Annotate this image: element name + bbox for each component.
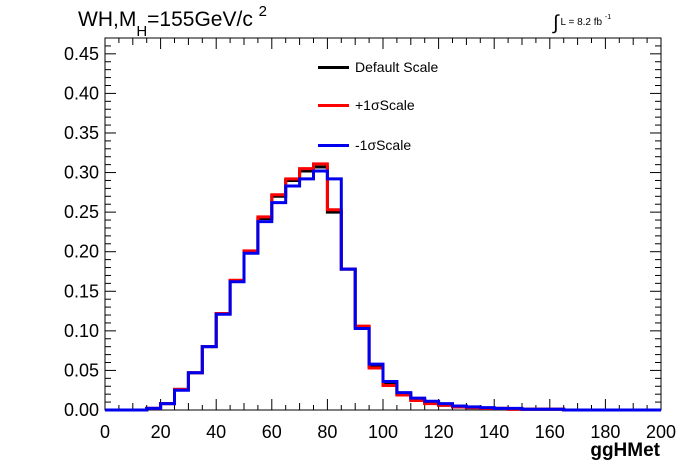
x-tick-label: 40: [206, 422, 226, 442]
histogram-series-minus-1sigma: [105, 169, 661, 412]
luminosity-exponent: -1: [604, 14, 612, 21]
x-tick-label: 160: [535, 422, 565, 442]
legend-line-plus: [318, 103, 349, 107]
x-tick-label: 60: [262, 422, 282, 442]
y-tick-label: 0.40: [64, 83, 99, 103]
x-tick-label: 180: [590, 422, 620, 442]
x-tick-label: 120: [424, 422, 454, 442]
legend-line-minus: [318, 143, 349, 147]
y-tick-label: 0.25: [64, 202, 99, 222]
x-tick-label: 140: [479, 422, 509, 442]
x-tick-label: 20: [151, 422, 171, 442]
x-axis-label: ggHMet: [590, 440, 660, 461]
legend-line-default: [318, 65, 349, 69]
y-tick-label: 0.45: [64, 44, 99, 64]
legend-label-default: Default Scale: [355, 59, 439, 75]
axis-ticks: 0.00 0.05 0.10 0.15 0.20 0.25 0.30 0.35 0.40 0.45…: [64, 37, 676, 442]
legend-entry-plus: +1σScale: [318, 95, 415, 115]
y-tick-label: 0.35: [64, 123, 99, 143]
y-tick-label: 0.05: [64, 360, 99, 380]
y-tick-label: 0.00: [64, 400, 99, 420]
x-tick-label: 100: [368, 422, 398, 442]
legend-label-minus: -1σScale: [355, 137, 412, 153]
plot-frame: [104, 37, 662, 411]
luminosity-text: L = 8.2 fb: [560, 17, 603, 28]
legend-label-plus: +1σScale: [355, 97, 415, 113]
y-tick-label: 0.20: [64, 242, 99, 262]
title-mass: =155GeV/c: [147, 8, 253, 31]
series-layer: [105, 162, 661, 412]
y-tick-label: 0.10: [64, 321, 99, 341]
y-tick-label: 0.30: [64, 163, 99, 183]
luminosity-label: ∫ L = 8.2 fb -1: [553, 8, 612, 34]
title-subscript: H: [136, 23, 148, 40]
y-tick-label: 0.15: [64, 281, 99, 301]
legend-entry-default: Default Scale: [318, 57, 438, 77]
x-tick-label: 200: [646, 422, 676, 442]
legend-entry-minus: -1σScale: [318, 135, 411, 155]
title-superscript: 2: [258, 3, 268, 20]
integral-symbol: ∫: [553, 12, 559, 34]
x-tick-label: 80: [317, 422, 337, 442]
x-tick-label: 0: [100, 422, 110, 442]
chart-title: WH,MH=155GeV/c 2: [78, 3, 268, 40]
